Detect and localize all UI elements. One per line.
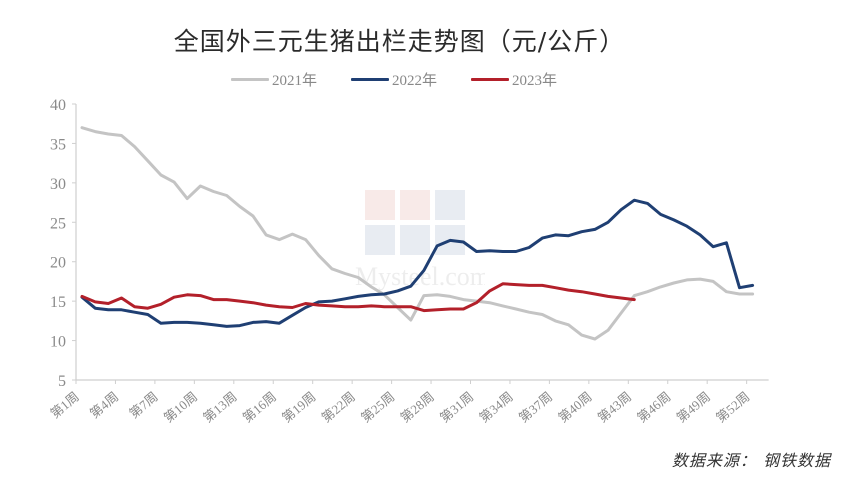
x-tick-label: 第28周: [397, 389, 437, 426]
y-tick-label: 30: [50, 176, 66, 193]
chart-legend: 2021年 2022年 2023年: [231, 68, 591, 90]
y-tick-label: 20: [50, 255, 66, 272]
x-tick-label: 第4周: [87, 389, 122, 421]
x-tick-label: 第34周: [476, 389, 516, 426]
legend-label-2022: 2022年: [392, 72, 438, 89]
chart-series: [80, 126, 755, 341]
y-tick-label: 40: [50, 97, 66, 114]
y-tick-label: 35: [50, 136, 66, 153]
y-tick-label: 15: [50, 294, 66, 311]
chart-axes: 5 10 15 20 25 30 35 40 第1周 第4周 第7周 第10周 第13周 第16周 第19周…: [47, 97, 769, 426]
x-tick-label: 第52周: [713, 389, 753, 426]
x-tick-label: 第13周: [200, 389, 240, 426]
chart-title: 全国外三元生猪出栏走势图（元/公斤）: [0, 22, 853, 58]
y-tick-label: 25: [50, 215, 66, 232]
y-tick-label: 5: [58, 373, 66, 390]
line-chart: 5 10 15 20 25 30 35 40 第1周 第4周 第7周 第10周 第13周 第16周 第19周…: [47, 97, 769, 426]
data-source: 数据来源： 钢铁数据: [671, 451, 831, 470]
series-line-2023: [80, 282, 636, 313]
legend-swatch-2023: [471, 77, 510, 81]
legend-swatch-2022: [351, 77, 390, 81]
y-tick-label: 10: [50, 334, 66, 351]
legend-swatch-2021: [231, 77, 269, 81]
x-tick-label: 第22周: [319, 389, 359, 426]
x-tick-label: 第40周: [555, 389, 595, 426]
x-tick-label: 第31周: [437, 389, 477, 426]
x-tick-label: 第25周: [358, 389, 398, 426]
x-tick-label: 第1周: [47, 389, 82, 421]
legend-item-2022: 2022年: [351, 69, 437, 90]
x-tick-label: 第46周: [634, 389, 674, 426]
series-line-2022: [80, 198, 755, 328]
x-tick-label: 第37周: [516, 389, 556, 426]
x-tick-label: 第7周: [126, 389, 161, 421]
x-tick-label: 第43周: [595, 389, 635, 426]
x-tick-label: 第19周: [279, 389, 319, 426]
legend-item-2021: 2021年: [231, 69, 317, 90]
chart-title-text: 全国外三元生猪出栏走势图（元/公斤）: [173, 27, 626, 56]
x-tick-label: 第10周: [161, 389, 201, 426]
x-tick-label: 第49周: [674, 389, 714, 426]
x-tick-label: 第16周: [240, 389, 280, 426]
legend-label-2021: 2021年: [272, 72, 318, 89]
legend-item-2023: 2023年: [471, 69, 557, 90]
legend-label-2023: 2023年: [512, 72, 558, 89]
